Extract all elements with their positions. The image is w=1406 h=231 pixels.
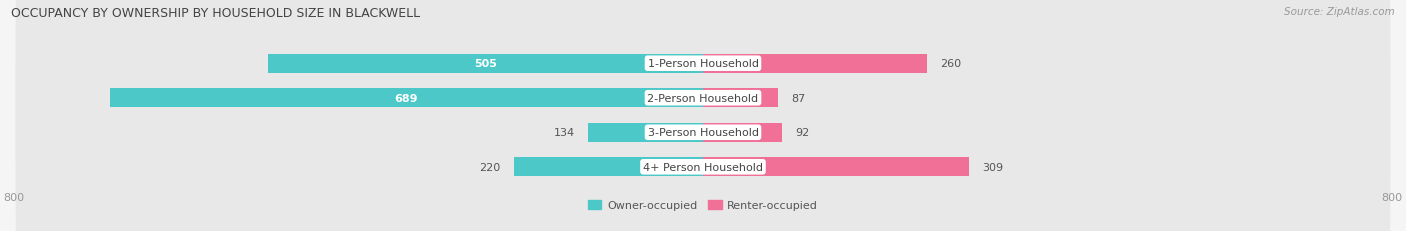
Text: 87: 87 bbox=[790, 93, 806, 103]
Text: 309: 309 bbox=[981, 162, 1002, 172]
Text: 2-Person Household: 2-Person Household bbox=[647, 93, 759, 103]
Bar bbox=[110, 89, 703, 108]
Bar bbox=[513, 158, 703, 176]
Text: OCCUPANCY BY OWNERSHIP BY HOUSEHOLD SIZE IN BLACKWELL: OCCUPANCY BY OWNERSHIP BY HOUSEHOLD SIZE… bbox=[11, 7, 420, 20]
FancyBboxPatch shape bbox=[15, 0, 1391, 231]
Bar bbox=[588, 123, 703, 142]
Text: 505: 505 bbox=[474, 59, 496, 69]
Text: 260: 260 bbox=[939, 59, 960, 69]
Bar bbox=[703, 55, 927, 73]
Text: 1-Person Household: 1-Person Household bbox=[648, 59, 758, 69]
FancyBboxPatch shape bbox=[15, 0, 1391, 231]
Text: Source: ZipAtlas.com: Source: ZipAtlas.com bbox=[1284, 7, 1395, 17]
Text: 3-Person Household: 3-Person Household bbox=[648, 128, 758, 138]
Text: 92: 92 bbox=[796, 128, 810, 138]
Text: 689: 689 bbox=[395, 93, 418, 103]
Text: 4+ Person Household: 4+ Person Household bbox=[643, 162, 763, 172]
Text: 134: 134 bbox=[554, 128, 575, 138]
Legend: Owner-occupied, Renter-occupied: Owner-occupied, Renter-occupied bbox=[588, 200, 818, 210]
Bar bbox=[703, 123, 782, 142]
Bar bbox=[703, 158, 969, 176]
Bar bbox=[703, 89, 778, 108]
Text: 220: 220 bbox=[479, 162, 501, 172]
Bar bbox=[269, 55, 703, 73]
FancyBboxPatch shape bbox=[15, 0, 1391, 231]
FancyBboxPatch shape bbox=[15, 0, 1391, 231]
